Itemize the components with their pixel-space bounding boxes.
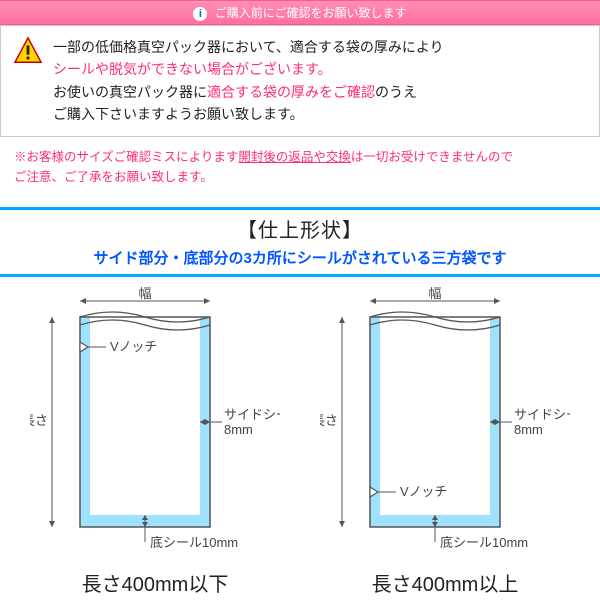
width-arrow-r xyxy=(494,298,500,304)
ss-label-a: サイドシール xyxy=(224,407,280,422)
vn-label: Vノッチ xyxy=(110,339,157,354)
diagram-left: 幅 長さ サイドシール 8mm Vノッチ xyxy=(20,287,290,597)
spec-section: 【仕上形状】 サイド部分・底部分の3カ所にシールがされている三方袋です xyxy=(0,207,600,597)
diagram-left-svg: 幅 長さ サイドシール 8mm Vノッチ xyxy=(30,287,280,557)
diagram-right-svg: 幅 長さ サイドシール 8mm Vノッチ xyxy=(320,287,570,557)
banner-text: ご購入前にご確認をお願い致します xyxy=(215,6,407,20)
disclaimer-a: ※お客様のサイズご確認ミスによります xyxy=(14,150,238,164)
spec-title-wrap: 【仕上形状】 xyxy=(0,207,600,243)
notice-line2: シールや脱気ができない場合がございます。 xyxy=(53,61,332,77)
confirm-banner: i ご購入前にご確認をお願い致します xyxy=(0,0,600,25)
notice-line3-pink: 適合する袋の厚みをご確認 xyxy=(207,84,375,100)
diagram-right: 幅 長さ サイドシール 8mm Vノッチ xyxy=(310,287,580,597)
disclaimer-c: ご注意、ご了承をお願い致します。 xyxy=(14,170,213,184)
caption-right: 長さ400mm以上 xyxy=(310,568,580,597)
disclaimer-ul: 開封後の返品や交換 xyxy=(238,150,351,164)
disclaimer: ※お客様のサイズご確認ミスによります開封後の返品や交換は一切お受けできませんので… xyxy=(0,137,600,201)
notice-box: 一部の低価格真空パック器において、適合する袋の厚みにより シールや脱気ができない… xyxy=(0,25,600,137)
width-arrow-l xyxy=(80,298,86,304)
width-label: 幅 xyxy=(428,287,441,301)
length-arrow-b xyxy=(49,521,55,527)
length-label: 長さ xyxy=(30,413,48,428)
notice-line1: 一部の低価格真空パック器において、適合する袋の厚みにより xyxy=(53,39,444,55)
spec-subtitle: サイド部分・底部分の3カ所にシールがされている三方袋です xyxy=(0,243,600,274)
warning-icon xyxy=(13,36,43,71)
length-arrow-b xyxy=(339,521,345,527)
info-icon: i xyxy=(193,7,207,21)
spec-divider xyxy=(0,274,600,277)
bs-label: 底シール10mm xyxy=(440,535,528,550)
notice-line4: ご購入下さいますようお願い致します。 xyxy=(53,106,304,122)
spec-title: 【仕上形状】 xyxy=(0,214,600,243)
notice-line3a: お使いの真空パック器に xyxy=(53,84,207,100)
length-label: 長さ xyxy=(320,413,338,428)
diagrams-row: 幅 長さ サイドシール 8mm Vノッチ xyxy=(0,287,600,597)
vn-label: Vノッチ xyxy=(400,484,447,499)
width-arrow-l xyxy=(370,298,376,304)
length-arrow-t xyxy=(339,317,345,323)
width-label: 幅 xyxy=(138,287,151,301)
width-arrow-r xyxy=(204,298,210,304)
ss-label-a: サイドシール xyxy=(514,407,570,422)
bs-label: 底シール10mm xyxy=(150,535,238,550)
ss-label-b: 8mm xyxy=(514,422,543,437)
notice-text: 一部の低価格真空パック器において、適合する袋の厚みにより シールや脱気ができない… xyxy=(53,36,444,126)
disclaimer-b: は一切お受けできませんので xyxy=(351,150,513,164)
notice-line3b: のうえ xyxy=(375,84,417,100)
ss-label-b: 8mm xyxy=(224,422,253,437)
caption-left: 長さ400mm以下 xyxy=(20,568,290,597)
length-arrow-t xyxy=(49,317,55,323)
